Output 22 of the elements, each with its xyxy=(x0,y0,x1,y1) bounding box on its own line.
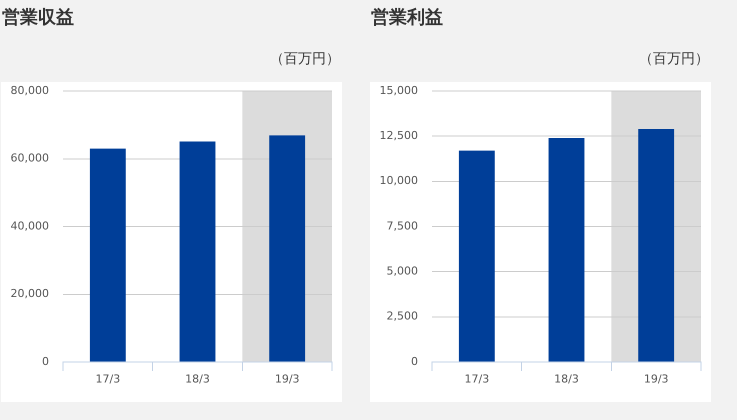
x-tick-label: 18/3 xyxy=(185,372,210,386)
y-tick-label: 5,000 xyxy=(386,264,418,278)
y-tick-label: 10,000 xyxy=(380,174,418,188)
y-tick-label: 20,000 xyxy=(10,287,49,300)
chart-title: 営業収益 xyxy=(2,6,74,30)
y-tick-label: 15,000 xyxy=(380,84,418,97)
y-tick-label: 7,500 xyxy=(386,219,418,232)
x-tick-label: 17/3 xyxy=(95,372,120,386)
y-tick-label: 80,000 xyxy=(10,84,49,97)
x-tick-label: 19/3 xyxy=(274,372,300,386)
y-tick-label: 60,000 xyxy=(10,152,49,165)
chart-title: 営業利益 xyxy=(371,6,443,30)
y-axis-title: （百万円） xyxy=(639,50,709,69)
y-axis-title: （百万円） xyxy=(270,50,340,69)
x-tick-label: 19/3 xyxy=(644,372,669,386)
y-tick-label: 0 xyxy=(42,354,49,368)
x-tick-label: 18/3 xyxy=(554,372,579,386)
y-tick-label: 2,500 xyxy=(386,310,418,323)
y-tick-label: 12,500 xyxy=(380,129,418,142)
y-tick-label: 0 xyxy=(411,354,418,368)
x-tick-label: 17/3 xyxy=(464,372,490,386)
y-tick-label: 40,000 xyxy=(10,219,49,232)
